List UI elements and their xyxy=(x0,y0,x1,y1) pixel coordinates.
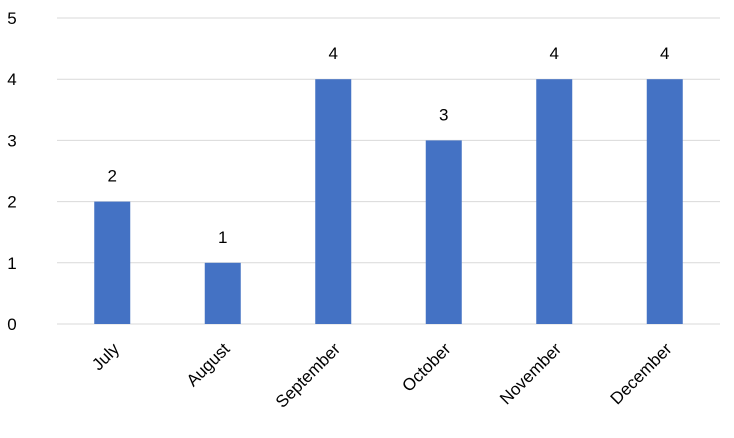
bar-july xyxy=(94,201,131,324)
y-tick-label-3: 3 xyxy=(7,131,16,150)
y-tick-label-1: 1 xyxy=(7,254,16,273)
gridlines xyxy=(57,17,720,325)
x-tick-label-october: October xyxy=(398,339,454,395)
x-tick-label-december: December xyxy=(607,339,676,408)
bar-november xyxy=(536,79,573,324)
bar-october xyxy=(425,140,462,324)
data-label-december: 4 xyxy=(660,44,669,63)
data-label-august: 1 xyxy=(218,228,227,247)
x-tick-label-july: July xyxy=(88,339,123,374)
y-tick-label-4: 4 xyxy=(7,70,16,89)
data-label-july: 2 xyxy=(108,167,117,186)
data-label-november: 4 xyxy=(550,44,559,63)
data-labels: 2 1 4 3 4 4 xyxy=(108,44,670,247)
y-axis-ticks: 0 1 2 3 4 5 xyxy=(7,9,16,334)
x-tick-label-august: August xyxy=(183,339,234,390)
y-tick-label-0: 0 xyxy=(7,315,16,334)
y-tick-label-2: 2 xyxy=(7,193,16,212)
data-label-september: 4 xyxy=(329,44,338,63)
bar-september xyxy=(315,79,352,324)
bar-december xyxy=(646,79,683,324)
x-tick-label-november: November xyxy=(496,339,565,408)
data-label-october: 3 xyxy=(439,105,448,124)
bars xyxy=(94,79,683,324)
y-tick-label-5: 5 xyxy=(7,9,16,28)
x-tick-label-september: September xyxy=(272,339,344,411)
bar-august xyxy=(204,262,241,324)
x-axis-ticks: July August September October November Decemb… xyxy=(88,339,676,412)
